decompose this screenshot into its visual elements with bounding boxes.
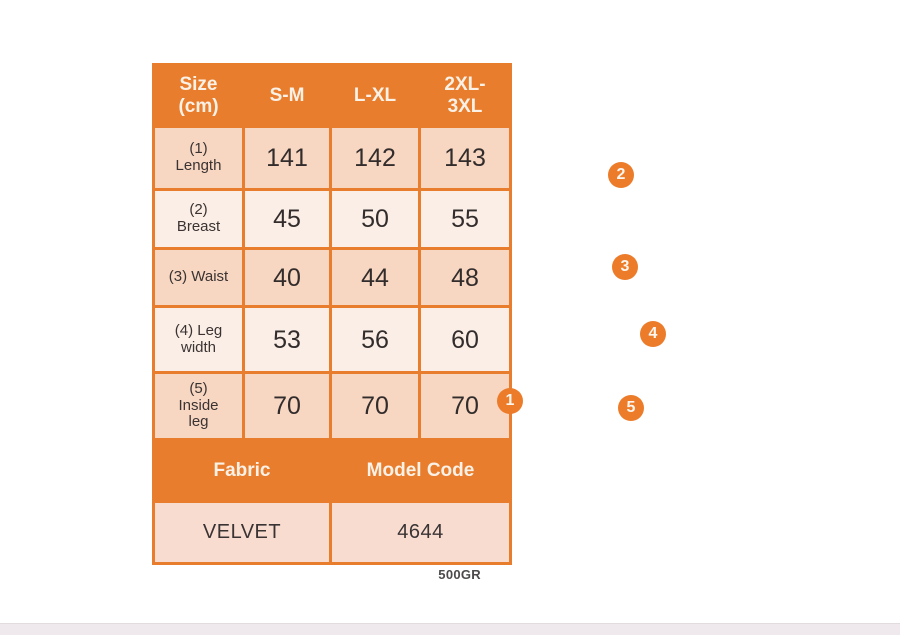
leg-width-lxl: 56 [329,305,421,374]
marker-4-leg-width: 4 [640,321,666,347]
fabric-value: VELVET [152,500,332,565]
length-lxl: 142 [329,125,421,191]
row-label-breast: (2) Breast [152,188,245,250]
row-label-leg-width: (4) Leg width [152,305,245,374]
leg-width-sm: 53 [242,305,332,374]
header-size-lxl: L-XL [329,63,421,128]
table-row-waist: (3) Waist 40 44 48 [152,247,512,308]
marker-3-waist: 3 [612,254,638,280]
header-size-2xl3xl: 2XL- 3XL [418,63,512,128]
size-chart-table: Size (cm) S-M L-XL 2XL- 3XL (1) Length 1… [152,63,512,565]
marker-2-breast: 2 [608,162,634,188]
size-chart-header-row: Size (cm) S-M L-XL 2XL- 3XL [152,63,512,128]
weight-note: 500GR [438,567,481,582]
marker-1-length: 1 [497,388,523,414]
size-chart: Size (cm) S-M L-XL 2XL- 3XL (1) Length 1… [152,63,512,565]
marker-5-inside-leg: 5 [618,395,644,421]
leg-width-2xl: 60 [418,305,512,374]
table-row-leg-width: (4) Leg width 53 56 60 [152,305,512,374]
table-row-length: (1) Length 141 142 143 [152,125,512,191]
bottom-divider-strip [0,623,900,635]
table-row-inside-leg: (5) Inside leg 70 70 70 [152,371,512,441]
row-label-length: (1) Length [152,125,245,191]
row-label-inside-leg: (5) Inside leg [152,371,245,441]
table-footer-value-row: VELVET 4644 [152,500,512,565]
inside-leg-2xl: 70 [418,371,512,441]
inside-leg-sm: 70 [242,371,332,441]
model-code-value: 4644 [329,500,512,565]
fabric-header: Fabric [152,438,332,503]
waist-2xl: 48 [418,247,512,308]
length-sm: 141 [242,125,332,191]
breast-sm: 45 [242,188,332,250]
table-row-breast: (2) Breast 45 50 55 [152,188,512,250]
breast-lxl: 50 [329,188,421,250]
length-2xl: 143 [418,125,512,191]
header-size-sm: S-M [242,63,332,128]
model-code-header: Model Code [329,438,512,503]
waist-sm: 40 [242,247,332,308]
inside-leg-lxl: 70 [329,371,421,441]
table-footer-header-row: Fabric Model Code [152,438,512,503]
breast-2xl: 55 [418,188,512,250]
waist-lxl: 44 [329,247,421,308]
body-measurement-diagram [490,35,760,600]
header-size-cm: Size (cm) [152,63,245,128]
row-label-waist: (3) Waist [152,247,245,308]
